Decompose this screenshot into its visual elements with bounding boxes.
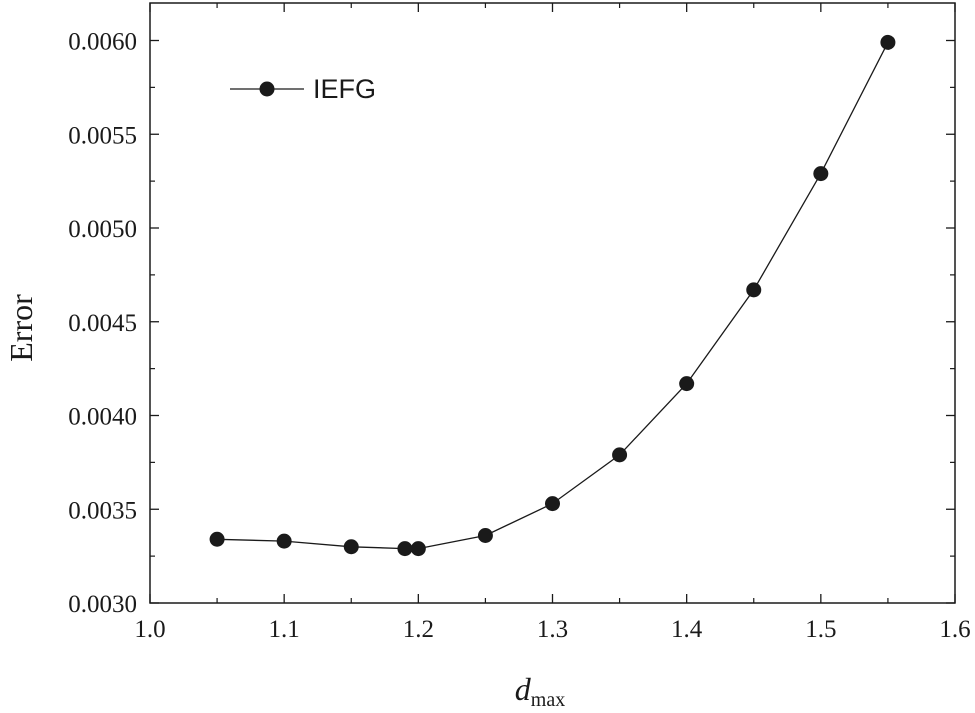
data-point — [679, 376, 695, 392]
tick-labels: 1.0 1.1 1.2 1.3 1.4 1.5 1.6 0.0030 0.0035 0.0040 0… — [68, 29, 970, 644]
data-point — [813, 166, 829, 182]
x-axis-title: dmax — [515, 671, 565, 711]
data-point — [880, 34, 896, 50]
x-tick-label: 1.1 — [269, 616, 300, 643]
y-tick-label: 0.0040 — [68, 404, 137, 431]
data-point — [276, 533, 292, 549]
y-tick-label: 0.0035 — [68, 497, 137, 524]
data-point — [477, 528, 493, 543]
data-point — [343, 539, 359, 555]
ticks — [149, 3, 956, 604]
x-axis-title-main: d — [515, 671, 532, 707]
data-point — [397, 541, 413, 557]
series-line — [217, 42, 889, 550]
y-tick-label: 0.0060 — [68, 29, 137, 56]
y-tick-label: 0.0045 — [68, 310, 137, 337]
legend: IEFG — [230, 74, 376, 104]
data-point — [209, 531, 225, 547]
data-point — [545, 496, 560, 512]
x-tick-label: 1.5 — [805, 616, 836, 643]
legend-label: IEFG — [313, 74, 376, 104]
series-IEFG — [209, 34, 896, 557]
y-tick-label: 0.0050 — [68, 216, 137, 243]
x-tick-label: 1.3 — [537, 616, 568, 643]
data-point — [612, 447, 628, 463]
data-point — [410, 541, 426, 557]
y-tick-label: 0.0030 — [68, 591, 137, 618]
x-tick-label: 1.2 — [403, 616, 434, 643]
x-tick-label: 1.0 — [134, 616, 165, 643]
data-point — [746, 282, 762, 298]
legend-marker — [259, 81, 275, 97]
x-axis-title-subscript: max — [531, 689, 565, 711]
x-tick-label: 1.4 — [671, 616, 703, 643]
y-axis-title: Error — [3, 294, 39, 362]
y-tick-label: 0.0055 — [68, 122, 137, 149]
x-tick-label: 1.6 — [939, 616, 970, 643]
